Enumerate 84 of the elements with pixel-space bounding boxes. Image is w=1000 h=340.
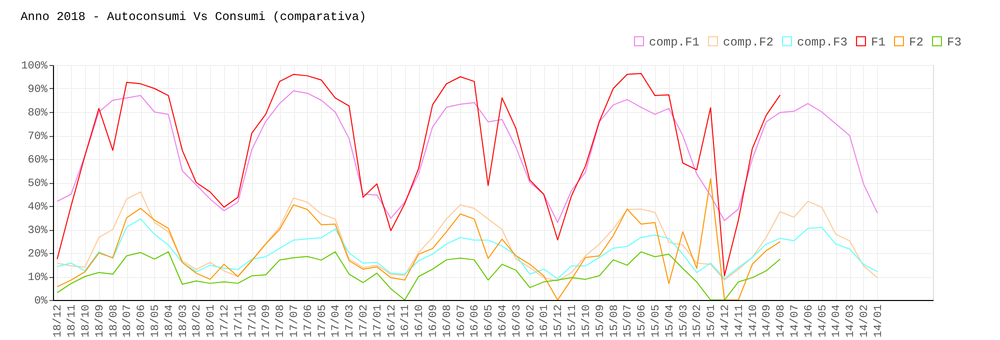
x-tick-label: 17/11	[233, 304, 246, 338]
line-series	[56, 90, 878, 223]
y-tick-label: 100%	[21, 60, 48, 72]
y-tick-label: 80%	[28, 108, 48, 120]
x-tick-label: 15/07	[622, 304, 635, 338]
x-tick-label: 15/05	[650, 304, 662, 338]
x-tick-label: 18/04	[164, 304, 176, 338]
x-tick-label: 17/03	[344, 304, 357, 338]
x-tick-label: 17/02	[358, 304, 371, 338]
x-tick-label: 15/12	[553, 304, 566, 338]
x-tick-label: 16/01	[539, 304, 552, 338]
x-tick-label: 17/01	[372, 304, 384, 338]
y-tick-label: 20%	[28, 248, 48, 260]
x-tick-label: 14/06	[803, 304, 816, 338]
x-tick-label: 17/12	[219, 304, 232, 338]
x-tick-label: 16/10	[414, 304, 426, 338]
line-series	[56, 251, 781, 300]
x-tick-label: 16/11	[400, 304, 412, 338]
x-tick-label: 17/09	[261, 304, 274, 338]
x-tick-label: 16/04	[498, 304, 510, 338]
y-tick-label: 60%	[28, 154, 48, 166]
x-tick-label: 18/10	[80, 304, 92, 338]
x-tick-label: 16/02	[525, 304, 538, 338]
x-tick-label: 16/06	[470, 304, 482, 338]
x-tick-label: 14/02	[858, 304, 871, 338]
x-tick-label: 15/08	[608, 304, 621, 338]
y-tick-label: 70%	[28, 131, 48, 143]
x-tick-label: 18/09	[94, 304, 106, 338]
x-tick-label: 18/05	[150, 304, 162, 338]
x-tick-label: 16/03	[511, 304, 524, 338]
x-tick-label: 16/08	[442, 304, 454, 338]
x-tick-label: 18/06	[136, 304, 148, 338]
x-tick-label: 18/03	[178, 304, 190, 338]
x-tick-label: 18/02	[192, 304, 204, 338]
x-tick-label: 14/11	[734, 304, 746, 338]
legend-label: F1	[871, 35, 886, 50]
x-tick-label: 14/12	[720, 304, 732, 338]
legend-label: comp.F2	[723, 35, 774, 50]
x-tick-label: 17/05	[316, 304, 329, 338]
x-tick-label: 15/10	[580, 304, 593, 338]
y-tick-label: 90%	[28, 84, 48, 96]
x-tick-label: 17/04	[330, 304, 343, 338]
x-tick-label: 15/01	[706, 304, 718, 338]
x-tick-label: 16/09	[428, 304, 440, 338]
line-series	[56, 191, 878, 282]
legend-label: comp.F3	[797, 35, 848, 50]
line-series	[56, 72, 781, 276]
x-tick-label: 16/12	[386, 304, 398, 338]
y-tick-label: 10%	[28, 272, 48, 284]
x-tick-label: 15/06	[636, 304, 649, 338]
legend-label: F2	[909, 35, 924, 50]
y-tick-label: 50%	[28, 178, 48, 190]
x-tick-label: 14/01	[872, 304, 885, 338]
x-tick-label: 18/01	[206, 304, 218, 338]
x-tick-label: 15/03	[678, 304, 690, 338]
x-tick-label: 14/04	[831, 304, 844, 338]
x-tick-label: 15/09	[594, 304, 607, 338]
x-tick-label: 18/11	[66, 304, 79, 338]
chart-title: Anno 2018 - Autoconsumi Vs Consumi (comparativa)	[20, 10, 366, 24]
x-tick-label: 14/03	[845, 304, 858, 338]
x-tick-label: 15/02	[692, 304, 704, 338]
x-tick-label: 16/07	[456, 304, 468, 338]
x-tick-label: 18/12	[52, 304, 65, 338]
x-tick-label: 14/05	[817, 304, 830, 338]
line-series	[56, 178, 781, 300]
x-tick-label: 15/11	[567, 304, 580, 338]
line-series	[56, 218, 878, 280]
x-tick-label: 14/10	[748, 304, 760, 338]
x-tick-label: 17/10	[247, 304, 260, 338]
x-tick-label: 17/06	[302, 304, 315, 338]
x-tick-label: 15/04	[664, 304, 676, 338]
x-tick-label: 16/05	[484, 304, 496, 338]
legend-label: comp.F1	[649, 35, 700, 50]
x-tick-label: 18/07	[122, 304, 134, 338]
x-tick-label: 14/07	[789, 304, 802, 338]
x-tick-label: 17/08	[275, 304, 288, 338]
x-tick-label: 14/08	[776, 304, 788, 338]
y-tick-label: 0%	[34, 296, 48, 308]
y-tick-label: 40%	[28, 202, 48, 214]
x-tick-label: 14/09	[762, 304, 774, 338]
x-tick-label: 17/07	[289, 304, 302, 338]
y-tick-label: 30%	[28, 225, 48, 237]
legend-label: F3	[947, 35, 962, 50]
x-tick-label: 18/08	[108, 304, 120, 338]
